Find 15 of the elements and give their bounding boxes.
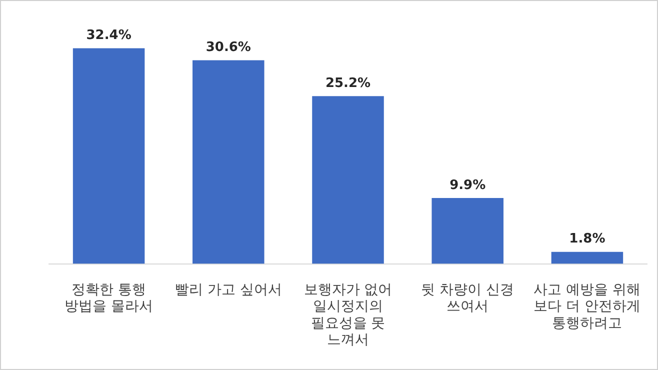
bar: [432, 198, 504, 264]
bar: [312, 96, 384, 264]
data-label: 30.6%: [206, 40, 251, 56]
x-tick-label: 뒷 차량이 신경 쓰여서: [421, 282, 514, 315]
bar: [72, 48, 145, 264]
x-tick-label: 빨리 가고 싶어서: [174, 282, 282, 298]
bar: [551, 252, 624, 264]
data-label: 25.2%: [325, 76, 371, 92]
x-tick-label: 사고 예방을 위해 보다 더 안전하게 통행하려고: [534, 282, 641, 332]
data-label: 9.9%: [450, 178, 486, 193]
x-tick-label: 정확한 통행 방법을 몰라서: [64, 282, 154, 315]
data-label: 1.8%: [569, 232, 606, 247]
bar: [192, 60, 264, 264]
data-label: 32.4%: [86, 28, 132, 44]
x-tick-label: 보행자가 없어 일시정지의 필요성을 못 느껴서: [304, 282, 392, 348]
